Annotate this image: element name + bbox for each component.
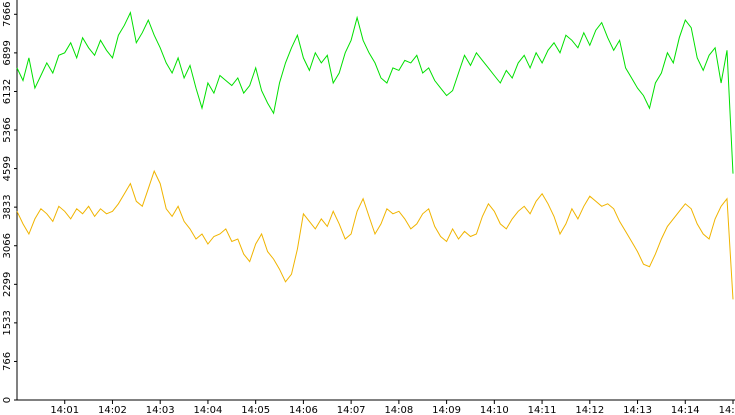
y-tick-label: 2299 — [2, 272, 13, 297]
y-tick-label: 4599 — [2, 156, 13, 181]
x-tick-label: 14:15 — [719, 405, 735, 415]
y-tick-label: 6899 — [2, 40, 13, 65]
x-tick-label: 14:05 — [241, 405, 270, 415]
y-tick-label: 3833 — [2, 194, 13, 219]
x-tick-label: 14:02 — [98, 405, 127, 415]
x-tick-label: 14:14 — [671, 405, 700, 415]
x-tick-label: 14:08 — [384, 405, 413, 415]
x-tick-label: 14:10 — [480, 405, 509, 415]
y-tick-label: 7666 — [2, 2, 13, 27]
x-tick-label: 14:13 — [623, 405, 652, 415]
y-tick-label: 6132 — [2, 79, 13, 104]
x-tick-label: 14:11 — [528, 405, 557, 415]
series-line — [16, 169, 734, 300]
series-line — [16, 11, 734, 174]
y-tick-label: 3066 — [2, 233, 13, 258]
x-tick-label: 14:04 — [194, 405, 223, 415]
y-tick-label: 5366 — [2, 117, 13, 142]
y-tick-label: 0 — [2, 397, 13, 403]
x-tick-label: 14:06 — [289, 405, 318, 415]
x-tick-label: 14:07 — [337, 405, 366, 415]
x-tick-label: 14:03 — [146, 405, 175, 415]
y-tick-label: 766 — [2, 352, 13, 371]
y-tick-label: 1533 — [2, 310, 13, 335]
x-tick-label: 14:12 — [575, 405, 604, 415]
x-tick-label: 14:01 — [50, 405, 79, 415]
x-tick-label: 14:09 — [432, 405, 461, 415]
